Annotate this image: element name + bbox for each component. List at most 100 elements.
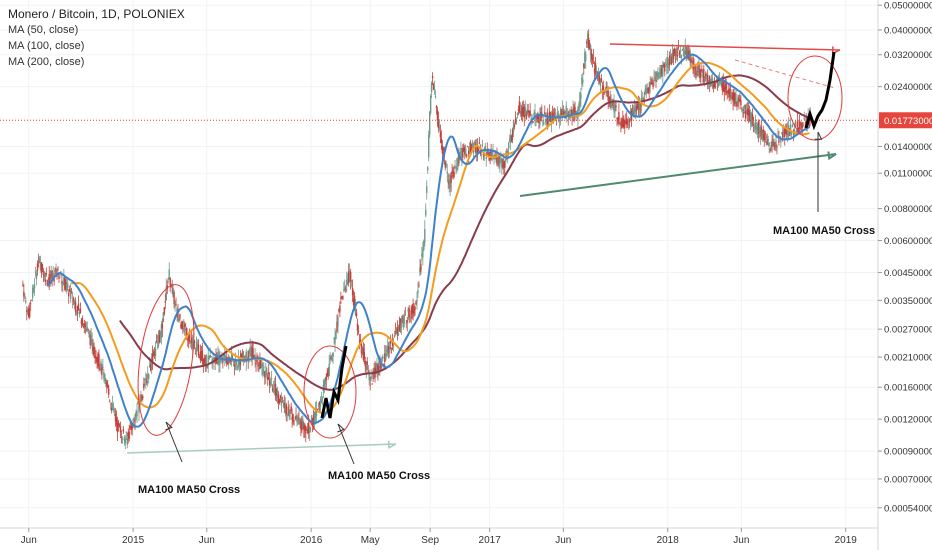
support-trendline-head [827, 151, 837, 161]
candle-body [626, 117, 628, 125]
candle-body [429, 95, 432, 114]
candle-body [23, 291, 25, 297]
candle-body [621, 119, 623, 129]
candle-body [527, 110, 529, 113]
candle-body [781, 132, 783, 134]
candle-body [634, 108, 637, 112]
candle-body [343, 289, 345, 291]
candle-body [161, 323, 164, 329]
candle-body [795, 130, 798, 134]
candle-body [517, 109, 520, 111]
candle-body [446, 171, 448, 174]
candle-body [532, 121, 534, 123]
candle-body [222, 361, 224, 363]
candle-body [447, 180, 449, 183]
candle-body [228, 355, 230, 361]
candle-body [312, 415, 315, 425]
y-tick-label: 0.01100000 [884, 169, 932, 180]
candle-body [655, 80, 657, 82]
legend-ma50[interactable]: MA (50, close) [8, 24, 79, 36]
candle-body [175, 304, 177, 306]
candle-body [647, 87, 649, 94]
candle-body [263, 366, 265, 369]
candle-body [589, 45, 592, 56]
candle-body [91, 338, 93, 347]
candle-body [808, 121, 810, 128]
candle-body [145, 378, 147, 381]
candle-body [132, 419, 134, 421]
candle-body [283, 402, 286, 406]
candle-body [802, 124, 804, 126]
candle-body [672, 49, 675, 60]
candle-body [570, 109, 572, 111]
candle-body [612, 100, 614, 106]
candle-body [357, 330, 360, 332]
candle-body [426, 186, 428, 193]
candle-body [639, 108, 642, 110]
x-tick-label: 2019 [835, 535, 858, 546]
candle-body [51, 270, 53, 278]
candle-body [593, 68, 596, 73]
candle-body [177, 311, 179, 318]
candle-body [376, 363, 378, 374]
candle-body [438, 127, 441, 129]
candle-body [76, 305, 79, 314]
candle-body [97, 353, 99, 367]
candle-body [520, 112, 523, 114]
candle-body [652, 82, 654, 88]
candle-body [256, 355, 258, 357]
candle-body [356, 323, 359, 331]
candle-body [718, 79, 721, 83]
candle-body [122, 429, 125, 432]
candle-body [499, 158, 501, 167]
candle-body [627, 121, 630, 123]
lower-support-arrow [126, 443, 397, 454]
candle-body [504, 167, 506, 168]
candle-body [153, 353, 156, 356]
candle-body [293, 420, 295, 422]
candle-body [437, 119, 440, 129]
candle-body [421, 253, 423, 257]
candle-body [666, 64, 668, 66]
candle-body [268, 380, 271, 386]
candle-body [55, 268, 57, 275]
candle-body [460, 147, 462, 154]
candle-body [369, 385, 371, 387]
candle-body [277, 394, 280, 404]
candle-body [308, 422, 310, 433]
candle-body [799, 123, 802, 126]
candle-body [372, 370, 374, 379]
candle-body [771, 141, 773, 147]
candle-body [363, 351, 366, 359]
candle-body [355, 312, 358, 317]
candle-body [605, 86, 607, 90]
candle-body [464, 151, 466, 155]
candle-body [543, 122, 545, 125]
candle-body [159, 330, 162, 335]
candle-body [600, 78, 603, 83]
candle-body [238, 359, 241, 368]
candle-body [204, 357, 207, 366]
candle-body [596, 72, 599, 74]
candle-body [775, 140, 777, 148]
candle-body [297, 416, 299, 420]
candle-body [321, 398, 324, 400]
candle-body [463, 147, 465, 152]
legend-ma200[interactable]: MA (200, close) [8, 56, 85, 68]
candle-body [123, 437, 126, 441]
candle-body [445, 165, 447, 166]
candle-body [394, 330, 397, 333]
grid-layer [0, 0, 878, 528]
candle-body [379, 359, 381, 373]
candle-body [724, 85, 726, 90]
candle-body [507, 142, 510, 149]
candle-body [162, 312, 165, 323]
candle-body [534, 112, 536, 118]
candle-body [318, 402, 321, 405]
candle-body [780, 138, 782, 143]
legend-ma100[interactable]: MA (100, close) [8, 40, 85, 52]
candle-body [275, 388, 278, 396]
candle-body [713, 80, 716, 87]
candle-body [691, 61, 693, 63]
candle-body [768, 142, 770, 146]
